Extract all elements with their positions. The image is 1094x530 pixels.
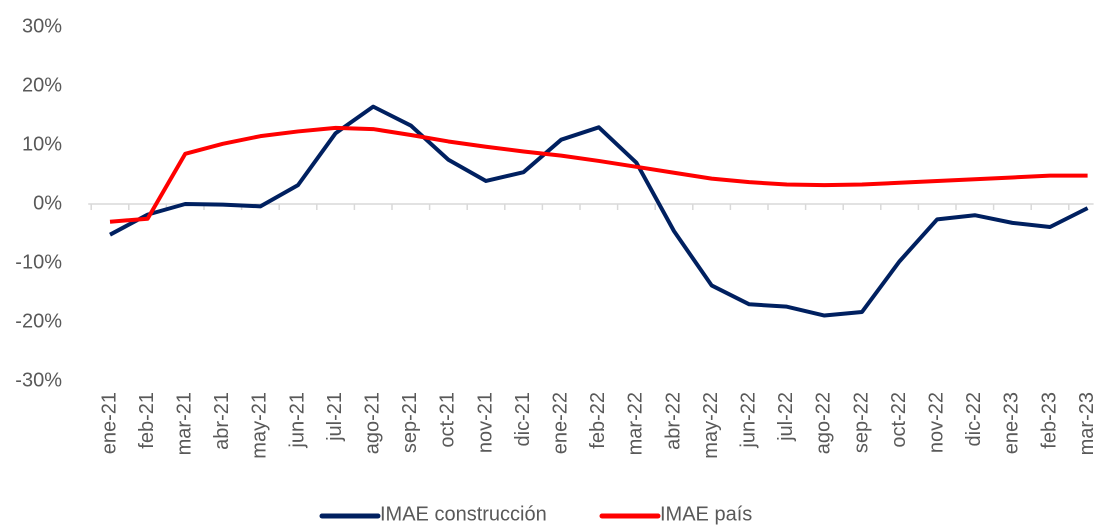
- y-tick-label: 10%: [22, 133, 62, 155]
- x-tick-label: may-21: [249, 392, 271, 459]
- y-tick-label: 0%: [33, 192, 62, 214]
- x-tick-label: abr-21: [211, 392, 233, 450]
- x-tick-label: feb-21: [136, 392, 158, 449]
- y-tick-label: -20%: [15, 310, 62, 332]
- x-tick-label: jun-22: [737, 392, 759, 449]
- series-line: [109, 104, 1089, 318]
- x-tick-label: ago-21: [361, 392, 383, 454]
- x-tick-label: jul-21: [324, 392, 346, 442]
- x-tick-label: dic-22: [963, 392, 985, 446]
- x-tick-label: abr-22: [662, 392, 684, 450]
- x-tick-label: ene-23: [1001, 392, 1023, 454]
- x-tick-label: oct-21: [437, 392, 459, 448]
- x-tick-label: ago-22: [813, 392, 835, 454]
- y-tick-label: 20%: [22, 74, 62, 96]
- x-tick-label: sep-22: [850, 392, 872, 453]
- x-tick-label: dic-21: [512, 392, 534, 446]
- x-tick-label: jul-22: [775, 392, 797, 442]
- legend-label: IMAE país: [660, 503, 752, 525]
- x-tick-label: mar-22: [625, 392, 647, 455]
- x-tick-label: oct-22: [888, 392, 910, 448]
- y-tick-label: 30%: [22, 15, 62, 37]
- x-tick-label: sep-21: [399, 392, 421, 453]
- y-tick-label: -10%: [15, 251, 62, 273]
- x-tick-label: may-22: [700, 392, 722, 459]
- x-tick-label: nov-22: [925, 392, 947, 453]
- x-tick-label: mar-23: [1076, 392, 1094, 455]
- x-tick-label: feb-22: [587, 392, 609, 449]
- x-tick-label: ene-22: [549, 392, 571, 454]
- x-tick-label: ene-21: [98, 392, 120, 454]
- series-line: [109, 125, 1088, 224]
- x-tick-label: mar-21: [173, 392, 195, 455]
- legend-label: IMAE construcción: [380, 503, 547, 525]
- x-tick-label: feb-23: [1038, 392, 1060, 449]
- y-tick-label: -30%: [15, 369, 62, 391]
- x-tick-label: nov-21: [474, 392, 496, 453]
- x-tick-label: jun-21: [286, 392, 308, 449]
